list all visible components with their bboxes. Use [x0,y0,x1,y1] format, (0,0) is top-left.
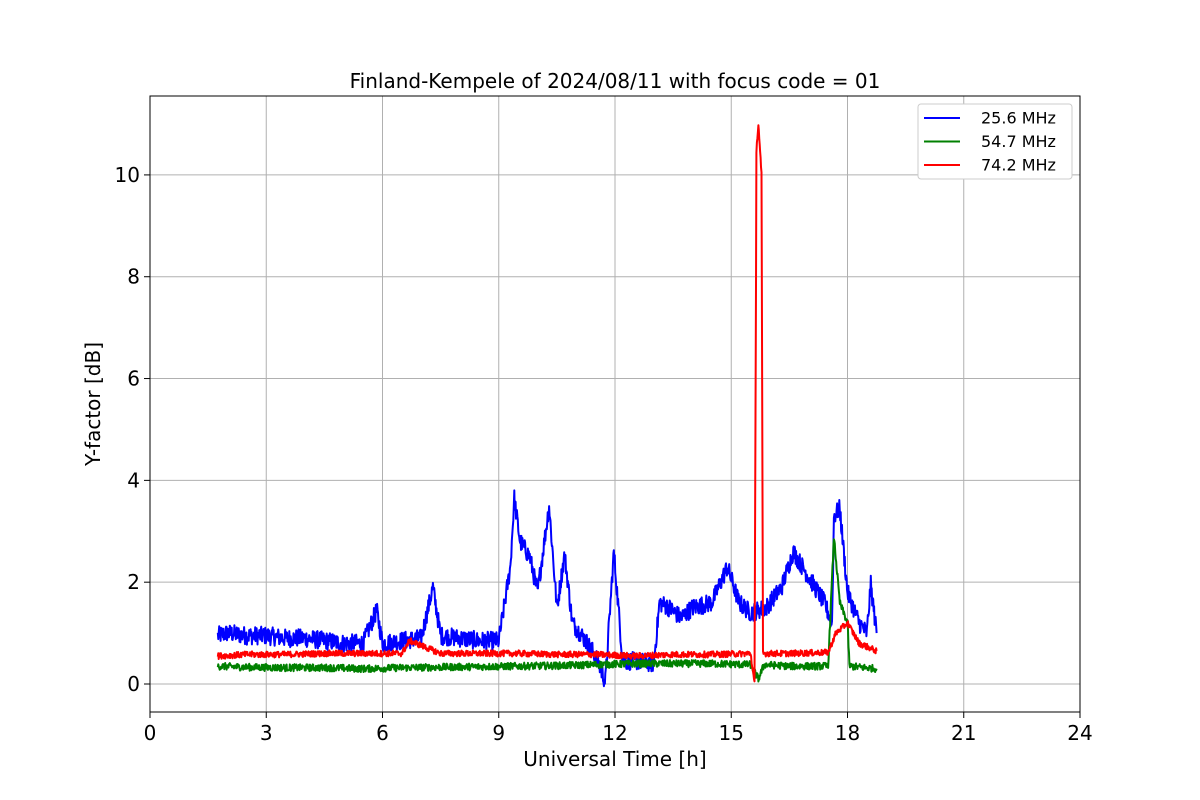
grid [149,96,1081,712]
x-tick-label: 6 [376,721,389,745]
y-axis: 0 2 4 6 8 10 [115,163,150,696]
y-tick-label: 10 [115,163,140,187]
x-tick-label: 21 [951,721,976,745]
x-tick-label: 24 [1067,721,1092,745]
series-line [216,538,878,683]
y-tick-label: 2 [127,570,140,594]
y-tick-label: 4 [127,468,140,492]
y-tick-label: 0 [127,672,140,696]
y-tick-label: 8 [127,265,140,289]
x-axis: 0 3 6 9 12 15 18 21 24 [144,712,1093,745]
y-tick-label: 6 [127,367,140,391]
x-tick-label: 9 [492,721,505,745]
legend-box [917,103,1073,180]
legend: 25.6 MHz 54.7 MHz 74.2 MHz [917,103,1073,180]
legend-label: 25.6 MHz [981,109,1056,128]
x-tick-label: 12 [602,721,627,745]
x-axis-label: Universal Time [h] [523,747,706,771]
legend-label: 74.2 MHz [981,156,1056,175]
series-layer [216,124,878,688]
series-line [216,489,878,688]
chart-title: Finland-Kempele of 2024/08/11 with focus… [350,69,881,93]
legend-label: 54.7 MHz [981,132,1056,151]
x-tick-label: 15 [719,721,744,745]
series-line [216,124,878,683]
x-tick-label: 0 [144,721,157,745]
y-axis-label: Y-factor [dB] [81,342,105,467]
x-tick-label: 3 [260,721,273,745]
x-tick-label: 18 [835,721,860,745]
